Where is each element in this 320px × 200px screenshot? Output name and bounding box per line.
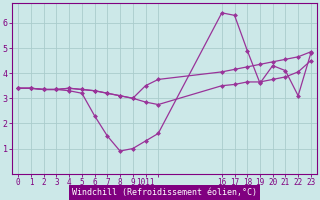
X-axis label: Windchill (Refroidissement éolien,°C): Windchill (Refroidissement éolien,°C) [72, 188, 257, 197]
